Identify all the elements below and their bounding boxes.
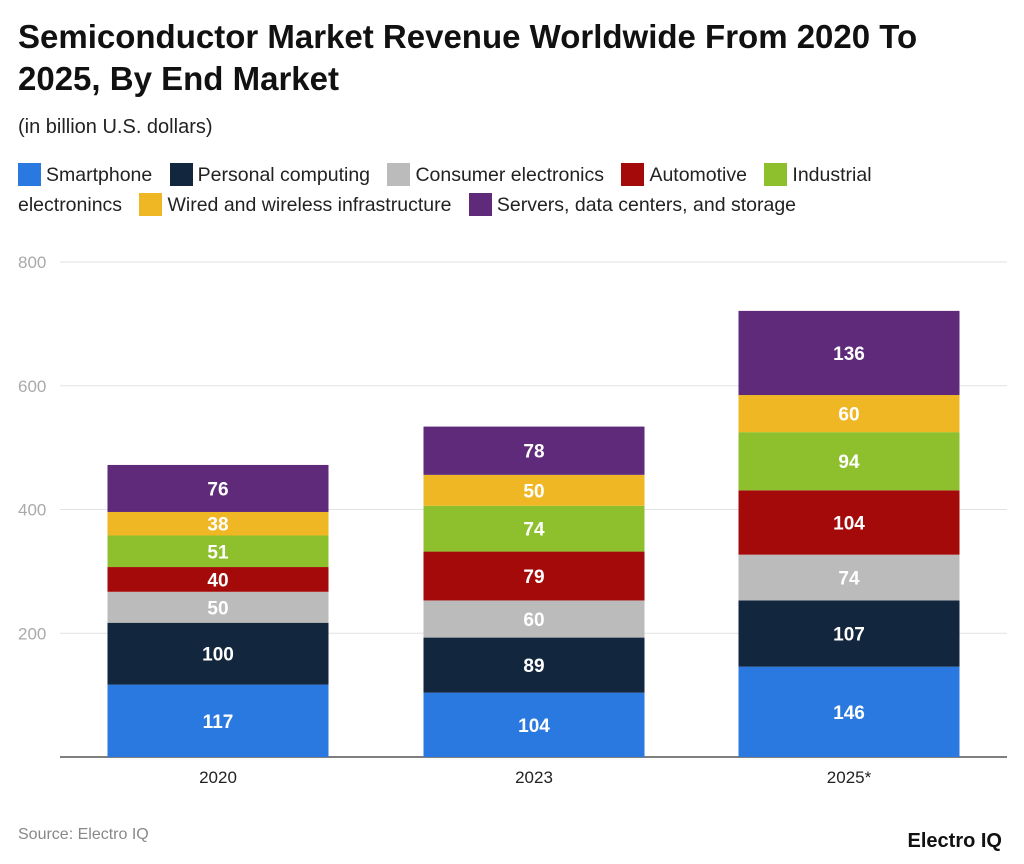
- x-tick-label: 2025*: [827, 768, 872, 787]
- bar-segment: [107, 511, 329, 536]
- data-label: 74: [523, 520, 545, 541]
- bar-segment: [107, 567, 329, 592]
- data-label: 136: [833, 344, 865, 365]
- legend-item: Wired and wireless infrastructure: [139, 193, 452, 216]
- legend: Smartphone Personal computing Consumer e…: [18, 160, 918, 220]
- data-label: 51: [207, 542, 229, 563]
- bar-segment: [423, 551, 645, 601]
- x-tick-label: 2020: [199, 768, 237, 787]
- bar-segment: [738, 310, 960, 396]
- legend-swatch: [468, 193, 492, 216]
- data-label: 117: [203, 712, 234, 733]
- data-label: 104: [833, 513, 865, 534]
- bar-segment: [738, 432, 960, 491]
- legend-swatch: [18, 163, 41, 186]
- bar-segment: [423, 505, 645, 552]
- bar-segment: [738, 395, 960, 433]
- legend-swatch: [764, 163, 788, 186]
- bar-segment: [738, 554, 960, 601]
- bar-segment: [423, 426, 645, 475]
- legend-item: Personal computing: [169, 163, 371, 186]
- y-tick-label: 800: [18, 253, 46, 272]
- x-tick-label: 2023: [515, 768, 553, 787]
- legend-swatch: [387, 163, 411, 186]
- data-label: 89: [523, 656, 544, 677]
- legend-label: Automotive: [649, 164, 747, 186]
- legend-swatch: [169, 163, 193, 186]
- bar-segment: [423, 600, 645, 638]
- bar-segment: [107, 622, 329, 685]
- bar-segment: [738, 490, 960, 555]
- y-tick-label: 400: [18, 501, 46, 520]
- data-label: 50: [207, 598, 228, 619]
- data-label: 104: [518, 716, 550, 737]
- data-label: 94: [838, 452, 860, 473]
- legend-label: Industrial electronincs: [18, 164, 872, 216]
- bar-segment: [738, 666, 960, 757]
- bar-segment: [107, 684, 329, 757]
- data-label: 60: [523, 610, 544, 631]
- bar-segment: [423, 474, 645, 506]
- data-label: 76: [207, 479, 228, 500]
- legend-label: Servers, data centers, and storage: [496, 194, 797, 216]
- legend-item: Smartphone: [18, 163, 153, 186]
- legend-item: Automotive: [621, 163, 747, 186]
- chart-title: Semiconductor Market Revenue Worldwide F…: [18, 18, 918, 97]
- chart-subtitle: (in billion U.S. dollars): [18, 116, 213, 138]
- legend-item: Consumer electronics: [387, 163, 605, 186]
- data-label: 74: [838, 569, 860, 590]
- legend-label: Consumer electronics: [415, 164, 605, 186]
- legend-label: Wired and wireless infrastructure: [167, 194, 452, 216]
- data-label: 40: [207, 570, 228, 591]
- data-label: 38: [207, 515, 228, 536]
- data-label: 78: [523, 442, 544, 463]
- data-label: 60: [838, 405, 859, 426]
- legend-label: Smartphone: [46, 164, 153, 186]
- y-tick-label: 600: [18, 377, 46, 396]
- legend-item: Industrial electronincs: [18, 163, 872, 216]
- legend-swatch: [621, 163, 645, 186]
- bar-segment: [423, 692, 645, 757]
- legend-label: Personal computing: [197, 164, 371, 186]
- source-note: Source: Electro IQ: [18, 826, 149, 843]
- data-label: 100: [202, 645, 234, 666]
- electro-iq-logo: Electro IQ: [907, 830, 1002, 852]
- bar-segment: [107, 464, 329, 512]
- legend-swatch: [139, 193, 163, 216]
- data-label: 50: [523, 481, 544, 502]
- bar-segment: [738, 600, 960, 667]
- data-label: 146: [833, 703, 865, 724]
- y-tick-label: 200: [18, 624, 46, 643]
- bar-segment: [423, 637, 645, 693]
- legend-item: Servers, data centers, and storage: [468, 193, 797, 216]
- data-label: 79: [523, 567, 544, 588]
- bar-segment: [107, 591, 329, 623]
- data-label: 107: [833, 625, 865, 646]
- bar-segment: [107, 535, 329, 568]
